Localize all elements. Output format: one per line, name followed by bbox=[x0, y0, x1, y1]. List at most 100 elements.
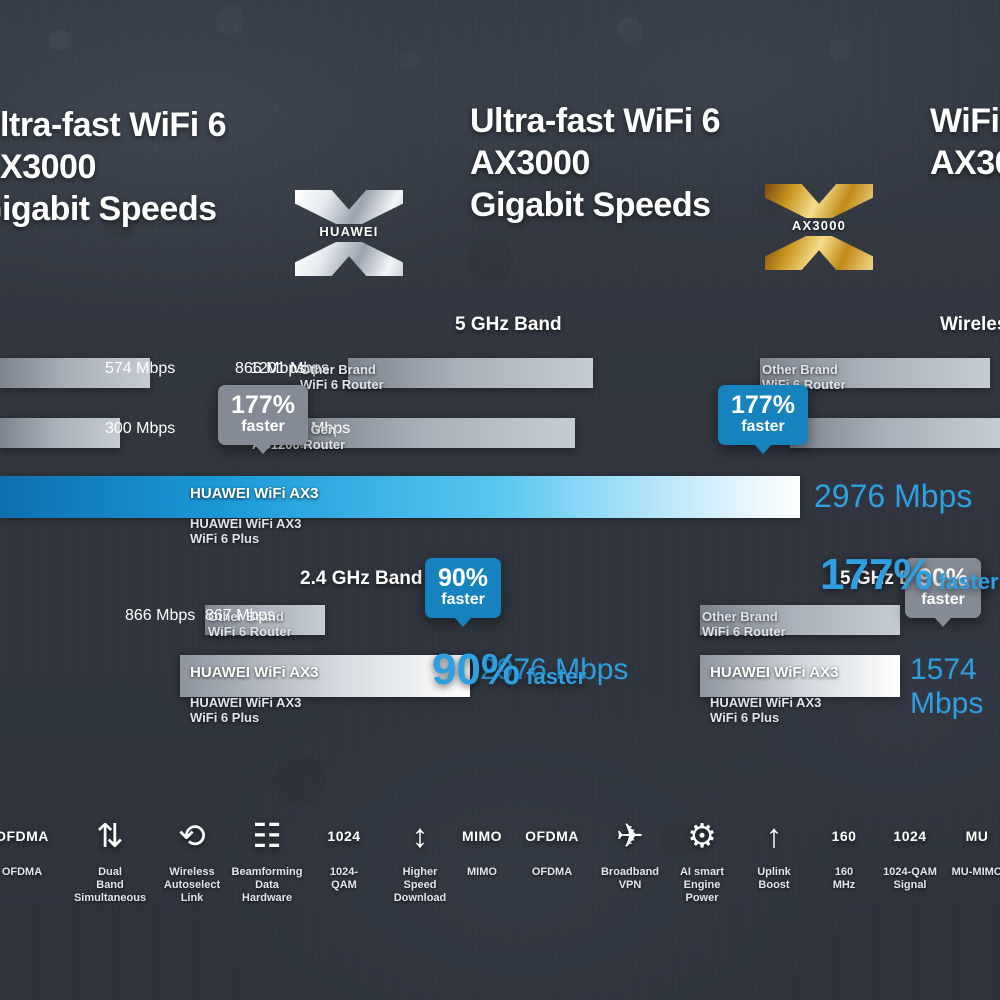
chart-hero-bar-sublabel: HUAWEI WiFi AX3 WiFi 6 Plus bbox=[190, 516, 302, 546]
chart-bar-fill bbox=[0, 358, 150, 388]
logo-gold-wordmark: AX3000 bbox=[791, 218, 847, 233]
broadband-icon: ✈ bbox=[616, 817, 644, 854]
badge-word: faster bbox=[741, 418, 785, 435]
chart-bar-row bbox=[760, 358, 990, 388]
feature-item: ☁ Cloud bbox=[980, 810, 1000, 879]
feature-label: Beamforming Data Hardware bbox=[231, 866, 303, 904]
chart-bar-fill bbox=[700, 605, 900, 635]
feature-item: ⟲ Wireless Autoselect Link bbox=[140, 810, 244, 905]
chart-bar-row-highlight: HUAWEI WiFi AX3 bbox=[700, 655, 900, 697]
chart-bar-value: 574 Mbps bbox=[105, 360, 176, 377]
chart-bar-fill bbox=[300, 418, 575, 448]
chart-bar-value-highlight: 1574 Mbps bbox=[910, 653, 984, 720]
cloud-icon: ☁ bbox=[980, 810, 1000, 862]
chart-bar-value: 1201 Mbps bbox=[250, 360, 330, 377]
badge-word: faster bbox=[241, 418, 285, 435]
hero-right-title: WiFi 6 AX3000 bbox=[930, 102, 1000, 182]
chart-group-title: Wireless Coverage bbox=[940, 314, 1000, 335]
headline-percentage: 90% faster bbox=[432, 645, 586, 695]
chart-bar-fill bbox=[205, 605, 325, 635]
feature-item: ☷ Beamforming Data Hardware bbox=[215, 810, 319, 905]
feature-label: 1024-QAM Signal bbox=[883, 866, 937, 891]
logo-silver-wordmark: HUAWEI bbox=[319, 224, 379, 239]
badge-word: faster bbox=[441, 591, 485, 608]
chart-bar-value: 866 Mbps bbox=[235, 360, 306, 377]
x-logo-top-chevron-icon bbox=[295, 190, 403, 224]
feature-label: Wireless Autoselect Link bbox=[163, 866, 221, 904]
feature-label: OFDMA bbox=[531, 866, 573, 878]
headline-percentage-suffix: faster bbox=[932, 569, 999, 594]
feature-label: Dual Band Simultaneous bbox=[73, 866, 147, 904]
feature-label: OFDMA bbox=[1, 866, 43, 878]
headline-percentage-suffix: faster bbox=[520, 664, 587, 689]
feature-label: 160 MHz bbox=[832, 866, 856, 891]
feature-label: Cloud bbox=[980, 866, 1000, 879]
chart-bar-sublabel: HUAWEI WiFi AX3 WiFi 6 Plus bbox=[190, 695, 302, 725]
hero-left-title: Ultra-fast WiFi 6 AX3000 Gigabit Speeds bbox=[0, 106, 227, 228]
headline-percentage: 177% faster bbox=[820, 550, 999, 600]
feature-item: MU MU-MIMO bbox=[925, 810, 1000, 879]
feature-item: ✈ Broadband VPN bbox=[578, 810, 682, 892]
chart-bar-fill bbox=[760, 358, 990, 388]
chart-bar-value: 867 Mbps bbox=[205, 607, 276, 624]
chart-bar-row bbox=[700, 605, 900, 635]
qam-2-icon: 1024 bbox=[893, 828, 927, 844]
chart-bar-row bbox=[348, 358, 593, 388]
chart-bar-caption: HUAWEI WiFi AX3 bbox=[190, 664, 319, 681]
chart-bar-fill-highlight bbox=[180, 655, 470, 697]
badge-percentage: 177% bbox=[731, 391, 795, 419]
ofdma-2-icon: OFDMA bbox=[525, 828, 579, 844]
uplink-icon: ↑ bbox=[765, 817, 783, 854]
qam-icon: 1024 bbox=[327, 828, 361, 844]
headline-percentage-value: 177% bbox=[820, 550, 933, 599]
hero-mid-title: Ultra-fast WiFi 6 AX3000 Gigabit Speeds bbox=[470, 102, 721, 224]
mu-mimo-icon: MU bbox=[965, 828, 989, 844]
feature-label: AI smart Engine Power bbox=[679, 866, 725, 904]
chart-bar-value: 866 Mbps bbox=[125, 607, 196, 624]
higher-speed-icon: ↕ bbox=[411, 817, 429, 854]
feature-item: ⚙ AI smart Engine Power bbox=[650, 810, 754, 905]
chart-bar-row bbox=[0, 358, 150, 388]
gold-x-logo-bottom-chevron-icon bbox=[765, 236, 873, 270]
hero-section: Ultra-fast WiFi 6 AX3000 Gigabit Speeds … bbox=[0, 88, 1000, 276]
percentage-badge: 177% faster bbox=[218, 385, 308, 454]
feature-item: MIMO MIMO bbox=[430, 810, 534, 879]
hero-left-block: Ultra-fast WiFi 6 AX3000 Gigabit Speeds bbox=[0, 104, 306, 230]
chart-bar-label: Other Brand WiFi 6 Router bbox=[208, 609, 292, 639]
chart-bar-row bbox=[790, 418, 1000, 448]
chart-group-title: 5 GHz Band bbox=[455, 314, 562, 335]
feature-icon-row: OFDMA OFDMA ⇅ Dual Band Simultaneous ⟲ Wirele… bbox=[0, 800, 1000, 940]
headline-percentage-value: 90% bbox=[432, 645, 521, 694]
bandwidth-icon: 160 bbox=[831, 828, 857, 844]
percentage-badge: 90% faster bbox=[425, 558, 502, 627]
ai-engine-icon: ⚙ bbox=[687, 817, 717, 854]
feature-label: Higher Speed Download bbox=[393, 866, 447, 904]
ofdma-icon: OFDMA bbox=[0, 828, 49, 844]
badge-percentage: 177% bbox=[231, 391, 295, 419]
chart-hero-bar-caption: HUAWEI WiFi AX3 bbox=[190, 485, 319, 502]
feature-label: MU-MIMO bbox=[951, 866, 1000, 878]
chart-bar-row-highlight: HUAWEI WiFi AX3 bbox=[180, 655, 470, 697]
chart-bar-row bbox=[0, 418, 120, 448]
huawei-x-logo-silver: HUAWEI bbox=[295, 186, 403, 280]
feature-item: ↑ Uplink Boost bbox=[722, 810, 826, 892]
feature-label: Broadband VPN bbox=[600, 866, 660, 891]
chart-bar-fill bbox=[348, 358, 593, 388]
beamforming-icon: ☷ bbox=[252, 817, 282, 854]
chart-bar-caption: HUAWEI WiFi AX3 bbox=[710, 664, 839, 681]
chart-bar-value-highlight: 2976 Mbps bbox=[480, 653, 629, 686]
feature-item: ⇅ Dual Band Simultaneous bbox=[58, 810, 162, 905]
badge-word: faster bbox=[921, 591, 965, 608]
percentage-badge: 90% faster bbox=[905, 558, 982, 627]
chart-hero-bar-value: 2976 Mbps bbox=[814, 478, 973, 514]
speed-comparison-chart: 574 Mbps 300 Mbps 5 GHz Band 1201 Mbps Other… bbox=[0, 300, 1000, 730]
chart-bar-sublabel: HUAWEI WiFi AX3 WiFi 6 Plus bbox=[710, 695, 822, 725]
feature-label: MIMO bbox=[467, 866, 497, 878]
chart-bar-value: 300 Mbps bbox=[105, 420, 176, 437]
dual-band-icon: ⇅ bbox=[96, 817, 124, 854]
feature-label: 1024- QAM bbox=[329, 866, 359, 891]
chart-hero-bar-fill bbox=[0, 476, 800, 518]
chart-bar-row bbox=[205, 605, 325, 635]
chart-bar-row bbox=[300, 418, 575, 448]
huawei-x-logo-gold: AX3000 bbox=[765, 180, 873, 274]
